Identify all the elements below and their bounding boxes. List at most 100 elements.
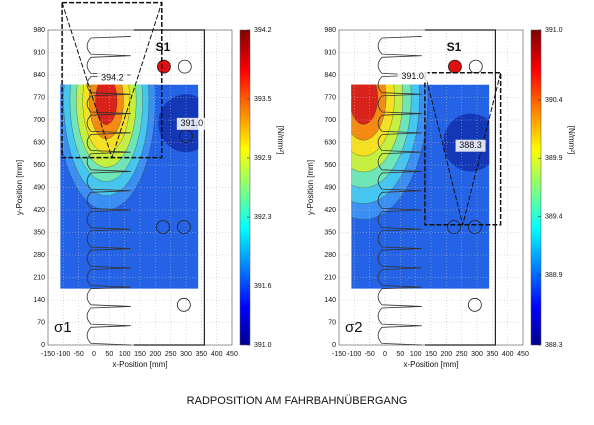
y-tick-label: 840 [324, 72, 336, 79]
annotation: 388.3 [459, 140, 482, 150]
x-tick-label: 200 [440, 351, 452, 358]
x-tick-label: 0 [92, 351, 96, 358]
annotation-box [397, 70, 428, 83]
colorbar-tick-label: 393.5 [254, 96, 272, 103]
colorbar-tick-label: 392.3 [254, 214, 272, 221]
caption: RADPOSITION AM FAHRBAHNÜBERGANG [187, 395, 408, 407]
x-tick-label: 200 [149, 351, 161, 358]
x-tick-label: 150 [425, 351, 437, 358]
y-tick-label: 770 [324, 94, 336, 101]
colorbar-tick-label: 391.0 [545, 27, 563, 34]
annotation-box [455, 139, 486, 152]
anchor [467, 220, 482, 234]
y-tick-label: 490 [324, 184, 336, 191]
y-tick-label: 0 [41, 342, 45, 349]
colorbar-tick-label: 391.0 [254, 342, 272, 349]
y-tick-label: 910 [324, 49, 336, 56]
contour-band [351, 84, 378, 125]
y-tick-label: 840 [33, 72, 45, 79]
y-tick-label: 700 [33, 117, 45, 124]
x-tick-label: 400 [502, 351, 514, 358]
anchor [176, 220, 191, 234]
x-tick-label: 100 [119, 351, 131, 358]
x-tick-label: 350 [195, 351, 207, 358]
annotation: 391.0 [401, 71, 424, 81]
y-tick-label: 140 [33, 297, 45, 304]
plate-outline [133, 29, 205, 346]
marker-label: S1 [447, 40, 462, 54]
y-tick-label: 980 [324, 27, 336, 34]
anchor [176, 297, 191, 312]
x-axis-label: x-Position [mm] [112, 360, 167, 369]
x-tick-label: 50 [396, 351, 404, 358]
annotation: 394.2 [101, 73, 124, 83]
anchor [468, 59, 483, 74]
y-tick-label: 420 [33, 207, 45, 214]
colorbar-tick-label: 390.4 [545, 97, 563, 104]
load-cross [424, 72, 502, 225]
y-tick-label: 0 [332, 342, 336, 349]
colorbar-tick-label: 391.6 [254, 283, 272, 290]
annotation-box [176, 117, 207, 130]
annotation-box [97, 72, 128, 85]
marker-label: S1 [156, 40, 171, 54]
serpentine [377, 36, 422, 346]
y-axis-label: y-Position [mm] [306, 160, 315, 215]
colorbar-label: [N/mm²] [276, 126, 285, 154]
x-tick-label: 100 [410, 351, 422, 358]
y-tick-label: 980 [33, 27, 45, 34]
x-tick-label: -150 [332, 351, 346, 358]
x-tick-label: 400 [211, 351, 223, 358]
y-axis-label: y-Position [mm] [15, 160, 24, 215]
x-tick-label: 300 [180, 351, 192, 358]
y-tick-label: 560 [324, 162, 336, 169]
y-tick-label: 630 [324, 139, 336, 146]
x-tick-label: 450 [226, 351, 238, 358]
anchor [177, 59, 192, 74]
field [351, 84, 490, 289]
y-tick-label: 280 [33, 252, 45, 259]
x-tick-label: 250 [165, 351, 177, 358]
x-tick-label: -100 [56, 351, 70, 358]
x-tick-label: -100 [347, 351, 361, 358]
x-axis-label: x-Position [mm] [403, 360, 458, 369]
x-tick-label: 50 [105, 351, 113, 358]
x-tick-label: -50 [74, 351, 84, 358]
load-cross [61, 2, 163, 160]
colorbar-tick-label: 389.9 [545, 155, 563, 162]
x-tick-label: 150 [134, 351, 146, 358]
anchor [156, 220, 170, 234]
y-tick-label: 910 [33, 49, 45, 56]
y-tick-label: 210 [324, 274, 336, 281]
x-tick-label: 250 [456, 351, 468, 358]
y-tick-label: 350 [324, 229, 336, 236]
anchor [447, 220, 461, 234]
anchor [448, 59, 462, 74]
x-tick-label: 0 [383, 351, 387, 358]
field [60, 84, 199, 289]
colorbar-tick-label: 394.2 [254, 27, 272, 34]
serpentine [86, 36, 131, 346]
x-tick-label: 300 [471, 351, 483, 358]
colorbar-tick-label: 388.3 [545, 342, 563, 349]
y-tick-label: 70 [328, 319, 336, 326]
plate-outline [424, 29, 496, 346]
load-box [424, 72, 502, 226]
colorbar-label: [N/mm²] [567, 126, 576, 154]
y-tick-label: 630 [33, 139, 45, 146]
colorbar-tick-label: 388.9 [545, 272, 563, 279]
y-tick-label: 280 [324, 252, 336, 259]
y-tick-label: 560 [33, 162, 45, 169]
y-tick-label: 700 [324, 117, 336, 124]
anchor [467, 297, 482, 312]
annotation: 391.0 [181, 118, 204, 128]
y-tick-label: 70 [37, 319, 45, 326]
y-tick-label: 210 [33, 274, 45, 281]
plot: -150 -100 -50 0 50 100 150 200 250 300 350 400 45007… [306, 27, 576, 369]
colorbar [239, 29, 251, 346]
panel-label: σ1 [54, 319, 72, 336]
colorbar-tick-label: 389.4 [545, 214, 563, 221]
y-tick-label: 490 [33, 184, 45, 191]
x-tick-label: -150 [41, 351, 55, 358]
